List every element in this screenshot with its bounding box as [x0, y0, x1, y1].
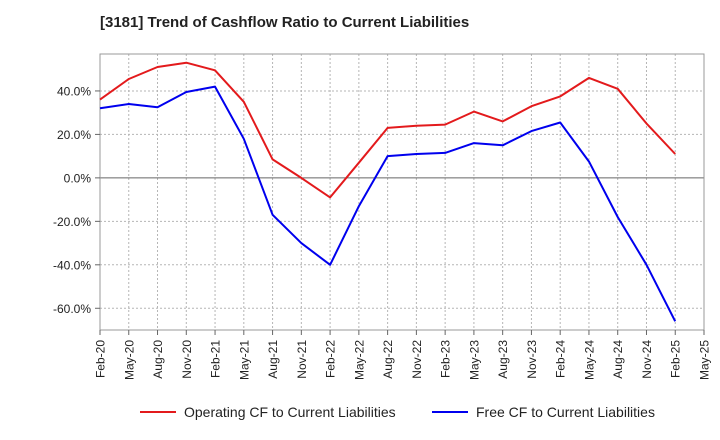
y-tick-label: 20.0%	[57, 128, 91, 142]
x-tick-label: Feb-23	[439, 340, 453, 378]
x-tick-label: Aug-21	[266, 340, 280, 379]
x-tick-label: Nov-20	[180, 340, 194, 379]
x-tick-label: Feb-22	[324, 340, 338, 378]
y-tick-label: 40.0%	[57, 84, 91, 98]
x-tick-label: May-25	[698, 340, 712, 380]
legend-label-operating-cf: Operating CF to Current Liabilities	[184, 404, 396, 420]
chart-title: [3181] Trend of Cashflow Ratio to Curren…	[100, 14, 470, 31]
x-tick-label: Nov-24	[640, 340, 654, 379]
series-line-operating-cf	[99, 61, 676, 199]
legend-item-operating-cf: Operating CF to Current Liabilities	[140, 404, 396, 420]
y-tick-label: -40.0%	[53, 258, 91, 272]
x-tick-label: Nov-21	[295, 340, 309, 379]
y-tick-label: -60.0%	[53, 302, 91, 316]
x-tick-label: May-20	[122, 340, 136, 380]
x-tick-label: May-23	[467, 340, 481, 380]
y-tick-label: -20.0%	[53, 215, 91, 229]
x-tick-label: May-22	[352, 340, 366, 380]
x-axis: Feb-20 May-20 Aug-20 Nov-20 Feb-21 May-21 Aug-…	[94, 330, 712, 380]
x-tick-label: Aug-20	[151, 340, 165, 379]
x-tick-label: Nov-23	[525, 340, 539, 379]
x-tick-label: Aug-22	[381, 340, 395, 379]
x-tick-label: Nov-22	[410, 340, 424, 379]
x-tick-label: Feb-24	[554, 340, 568, 378]
x-tick-label: Aug-23	[496, 340, 510, 379]
grid-layer	[100, 54, 704, 330]
series-layer	[99, 61, 677, 322]
legend-label-free-cf: Free CF to Current Liabilities	[476, 404, 655, 420]
x-tick-label: Feb-21	[209, 340, 223, 378]
x-tick-label: Feb-20	[94, 340, 108, 378]
x-tick-label: Aug-24	[611, 340, 625, 379]
x-tick-label: Feb-25	[669, 340, 683, 378]
legend-swatch-free-cf	[432, 411, 468, 413]
plot-frame	[99, 53, 705, 331]
series-line-free-cf	[99, 85, 677, 322]
x-tick-label: May-21	[237, 340, 251, 380]
legend-item-free-cf: Free CF to Current Liabilities	[432, 404, 655, 420]
legend-swatch-operating-cf	[140, 411, 176, 413]
x-tick-label: May-24	[582, 340, 596, 380]
y-tick-label: 0.0%	[64, 171, 92, 185]
y-axis: 40.0% 20.0% 0.0% -20.0% -40.0% -60.0%	[53, 84, 100, 316]
